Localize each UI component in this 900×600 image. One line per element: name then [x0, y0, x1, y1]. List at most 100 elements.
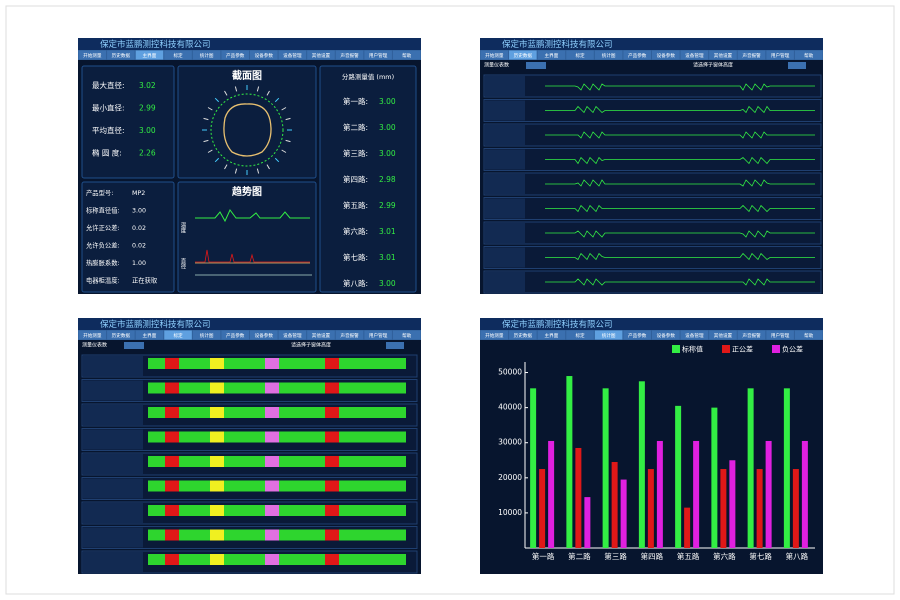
menu-item[interactable]	[709, 50, 737, 60]
menu-label[interactable]: 其他设置	[312, 52, 331, 59]
menu-label[interactable]: 主界面	[143, 332, 157, 339]
menu-item[interactable]	[766, 330, 794, 340]
menu-label[interactable]: 统计图	[200, 332, 214, 339]
instrument-select[interactable]	[124, 342, 144, 349]
menu-item[interactable]	[335, 330, 364, 340]
menu-label[interactable]: 标定	[173, 332, 183, 339]
menu-item[interactable]	[307, 330, 335, 340]
menu-item[interactable]	[509, 330, 537, 340]
menu-label[interactable]: 历史数据	[112, 52, 131, 59]
menu-label[interactable]: 设备参数	[657, 332, 676, 339]
menu-label[interactable]: 声音报警	[340, 332, 359, 339]
menu-label[interactable]: 历史数据	[514, 332, 533, 339]
menu-item[interactable]	[537, 330, 566, 340]
menu-item[interactable]	[78, 330, 107, 340]
menu-label[interactable]: 声音报警	[742, 52, 761, 59]
menu-label[interactable]: 统计图	[602, 332, 616, 339]
menu-label[interactable]: 用户管理	[369, 332, 388, 339]
menu-item[interactable]	[594, 50, 623, 60]
menu-label[interactable]: 设备管理	[283, 332, 302, 339]
menu-label[interactable]: 帮助	[402, 332, 412, 339]
menu-label[interactable]: 历史数据	[514, 52, 533, 59]
menu-label[interactable]: 统计图	[200, 52, 214, 59]
menu-label[interactable]: 主界面	[545, 332, 559, 339]
menu-item[interactable]	[566, 330, 594, 340]
menu-label[interactable]: 帮助	[804, 52, 814, 59]
menu-item[interactable]	[221, 330, 249, 340]
menu-label[interactable]: 其他设置	[312, 332, 331, 339]
menu-label[interactable]: 产品参数	[226, 52, 245, 59]
menu-item[interactable]	[221, 50, 249, 60]
menu-item[interactable]	[364, 330, 392, 340]
menu-item[interactable]	[794, 50, 823, 60]
menu-item[interactable]	[192, 330, 221, 340]
menu-item[interactable]	[335, 50, 364, 60]
menu-label[interactable]: 统计图	[602, 52, 616, 59]
menu-item[interactable]	[164, 50, 192, 60]
menu-label[interactable]: 其他设置	[714, 332, 733, 339]
menu-label[interactable]: 开始测量	[485, 52, 504, 59]
height-select[interactable]	[788, 62, 806, 69]
menu-item[interactable]	[509, 50, 537, 60]
menu-item[interactable]	[392, 330, 421, 340]
menu-label[interactable]: 产品参数	[628, 332, 647, 339]
menu-item[interactable]	[392, 50, 421, 60]
menu-item[interactable]	[78, 50, 107, 60]
menu-item[interactable]	[364, 50, 392, 60]
menu-item[interactable]	[278, 50, 307, 60]
menu-label[interactable]: 产品参数	[226, 332, 245, 339]
menu-label[interactable]: 主界面	[143, 52, 157, 59]
menu-label[interactable]: 开始测量	[83, 52, 102, 59]
menu-label[interactable]: 历史数据	[112, 332, 131, 339]
menu-label[interactable]: 设备参数	[255, 52, 274, 59]
menu-item[interactable]	[192, 50, 221, 60]
menu-label[interactable]: 帮助	[402, 52, 412, 59]
menu-item[interactable]	[566, 50, 594, 60]
menu-label[interactable]: 设备参数	[657, 52, 676, 59]
menu-item[interactable]	[107, 330, 135, 340]
menu-item[interactable]	[594, 330, 623, 340]
menu-label[interactable]: 开始测量	[83, 332, 102, 339]
height-select[interactable]	[386, 342, 404, 349]
menu-item[interactable]	[250, 330, 278, 340]
menu-item[interactable]	[480, 330, 509, 340]
menu-label[interactable]: 开始测量	[485, 332, 504, 339]
menu-label[interactable]: 其他设置	[714, 52, 733, 59]
menu-label[interactable]: 标定	[575, 332, 585, 339]
menu-label[interactable]: 设备管理	[685, 52, 704, 59]
menu-item[interactable]	[537, 50, 566, 60]
menu-item[interactable]	[652, 330, 680, 340]
menu-label[interactable]: 用户管理	[771, 52, 790, 59]
menu-item[interactable]	[250, 50, 278, 60]
menu-label[interactable]: 标定	[575, 52, 585, 59]
menu-label[interactable]: 设备管理	[283, 52, 302, 59]
menu-label[interactable]: 主界面	[545, 52, 559, 59]
menu-item[interactable]	[709, 330, 737, 340]
menu-label[interactable]: 声音报警	[340, 52, 359, 59]
instrument-select[interactable]	[526, 62, 546, 69]
menu-item[interactable]	[107, 50, 135, 60]
menu-item[interactable]	[794, 330, 823, 340]
menu-item[interactable]	[307, 50, 335, 60]
menu-label[interactable]: 用户管理	[369, 52, 388, 59]
menu-label[interactable]: 用户管理	[771, 332, 790, 339]
menu-item[interactable]	[135, 50, 164, 60]
menu-item[interactable]	[623, 330, 651, 340]
menu-item[interactable]	[766, 50, 794, 60]
menu-item[interactable]	[652, 50, 680, 60]
menu-item[interactable]	[623, 50, 651, 60]
menu-item[interactable]	[680, 330, 709, 340]
menu-item[interactable]	[480, 50, 509, 60]
menu-label[interactable]: 标定	[173, 52, 183, 59]
menu-label[interactable]: 设备管理	[685, 332, 704, 339]
menu-label[interactable]: 声音报警	[742, 332, 761, 339]
menu-label[interactable]: 设备参数	[255, 332, 274, 339]
menu-item[interactable]	[680, 50, 709, 60]
menu-label[interactable]: 帮助	[804, 332, 814, 339]
menu-item[interactable]	[737, 50, 766, 60]
menu-label[interactable]: 产品参数	[628, 52, 647, 59]
menu-item[interactable]	[164, 330, 192, 340]
menu-item[interactable]	[278, 330, 307, 340]
menu-item[interactable]	[135, 330, 164, 340]
menu-item[interactable]	[737, 330, 766, 340]
